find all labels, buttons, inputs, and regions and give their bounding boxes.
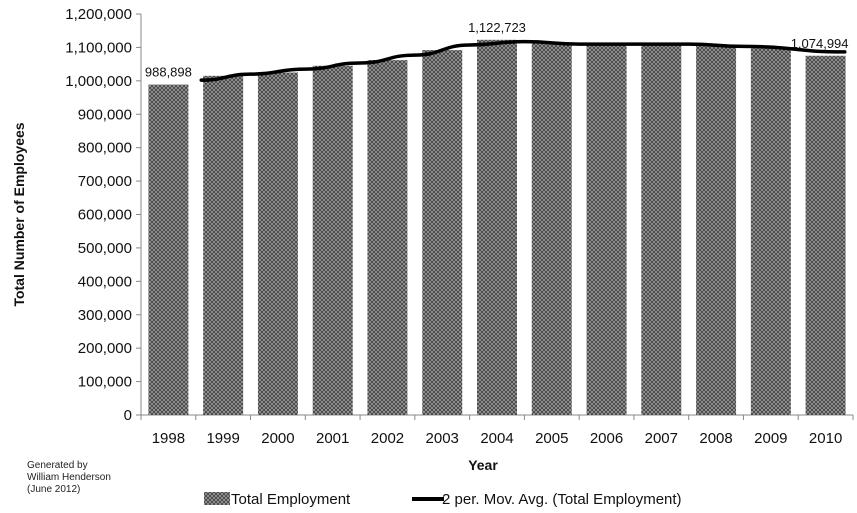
bar [805,55,846,416]
x-axis-title: Year [468,457,498,473]
bar [257,72,298,416]
data-label: 988,898 [145,65,192,80]
legend-swatch-total-employment [204,492,230,505]
y-tick-label: 1,100,000 [65,39,132,56]
y-tick-label: 400,000 [78,273,132,290]
x-tick-label: 2003 [426,430,459,447]
credit-line: (June 2012) [27,484,80,495]
bar [422,50,463,416]
x-tick-label: 2006 [590,430,623,447]
data-label: 1,122,723 [468,20,526,35]
x-tick-label: 2008 [699,430,732,447]
y-tick-label: 800,000 [78,140,132,157]
y-tick-label: 500,000 [78,240,132,257]
y-tick-label: 600,000 [78,207,132,224]
x-tick-label: 1999 [206,430,239,447]
y-axis-title: Total Number of Employees [11,122,27,306]
y-tick-label: 100,000 [78,374,132,391]
y-tick-label: 1,000,000 [65,73,132,90]
x-tick-label: 2010 [809,430,842,447]
y-tick-label: 1,200,000 [65,6,132,23]
legend-label-total-employment: Total Employment [231,491,351,508]
x-tick-label: 2009 [754,430,787,447]
bar [586,44,627,415]
x-tick-label: 2007 [645,430,678,447]
x-tick-label: 2002 [371,430,404,447]
bar [477,39,517,416]
x-tick-label: 2001 [316,430,349,447]
bar [641,43,682,415]
x-tick-label: 2000 [261,430,294,447]
bar [203,75,244,415]
y-tick-label: 300,000 [78,307,132,324]
bar [531,43,572,415]
bar [312,65,353,415]
bar [148,84,189,416]
bar [696,44,737,415]
credit-line: William Henderson [27,472,111,483]
x-tick-label: 2004 [480,430,513,447]
bar [367,60,408,416]
x-tick-label: 2005 [535,430,568,447]
bar [750,48,791,416]
legend-label-moving-average: 2 per. Mov. Avg. (Total Employment) [442,491,682,508]
moving-average-line [199,39,847,82]
credit-line: Generated by [27,460,88,471]
data-label: 1,074,994 [791,36,849,51]
y-tick-label: 0 [124,407,132,424]
y-tick-label: 200,000 [78,340,132,357]
y-tick-label: 900,000 [78,106,132,123]
x-tick-label: 1998 [152,430,185,447]
y-tick-label: 700,000 [78,173,132,190]
